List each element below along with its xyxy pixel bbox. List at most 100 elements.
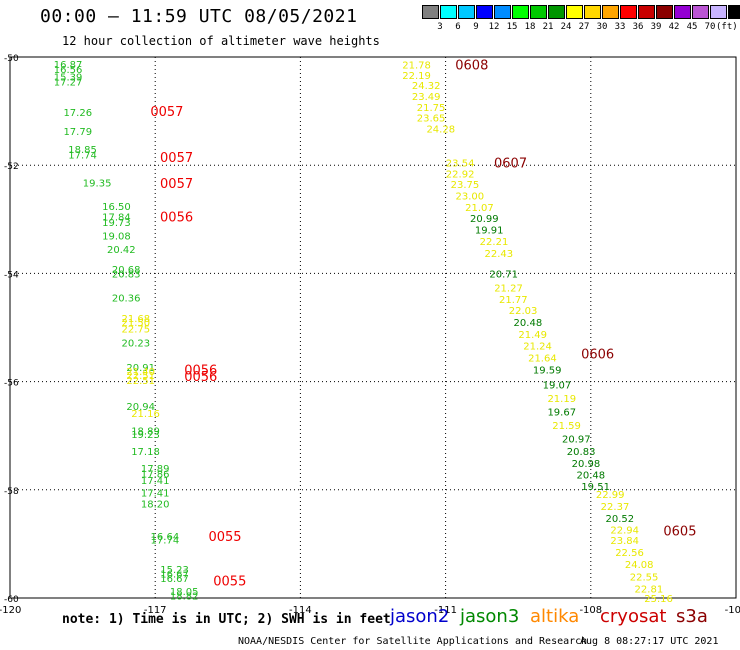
color-scale-swatch	[458, 5, 475, 19]
color-scale-swatch	[566, 5, 583, 19]
color-scale-bar	[422, 5, 740, 19]
color-scale-swatch	[548, 5, 565, 19]
wave-height-label: 21.07	[465, 203, 494, 214]
wave-height-label: 22.37	[601, 502, 630, 513]
wave-height-label: 21.16	[131, 409, 160, 420]
color-scale-swatch	[656, 5, 673, 19]
wave-height-label: 20.42	[107, 245, 136, 256]
color-scale-label: 42	[668, 22, 680, 32]
color-scale-label: 39	[650, 22, 662, 32]
wave-height-label: 19.08	[102, 232, 131, 243]
legend-item-altika: altika	[530, 606, 580, 627]
pass-time-label: 0057	[150, 105, 183, 120]
wave-height-label: 18.82	[170, 591, 199, 602]
color-scale-unit: (ft)	[716, 22, 738, 32]
wave-height-label: 20.91	[126, 363, 155, 374]
pass-time-label: 0055	[213, 575, 246, 590]
wave-height-label: 20.94	[126, 402, 155, 413]
wave-height-label: 24.32	[412, 81, 441, 92]
wave-height-label: 16.56	[54, 65, 83, 76]
chart-title: 00:00 – 11:59 UTC 08/05/2021	[40, 6, 358, 27]
legend-item-s3a: s3a	[676, 606, 708, 627]
wave-height-label: 21.64	[528, 353, 557, 364]
color-scale-label: 6	[455, 22, 461, 32]
wave-height-label: 17.18	[131, 447, 160, 458]
pass-time-label: 0607	[494, 156, 527, 171]
y-tick-label: -60	[4, 595, 19, 605]
wave-height-label: 16.50	[102, 202, 131, 213]
wave-height-label: 22.56	[615, 548, 644, 559]
wave-height-label: 20.52	[606, 514, 635, 525]
color-scale-label: 70	[704, 22, 716, 32]
pass-time-label: 0056	[160, 211, 193, 226]
pass-time-label: 0055	[208, 530, 241, 545]
x-tick-label: -114	[289, 605, 312, 616]
pass-time-label: 0057	[160, 177, 193, 192]
wave-height-label: 19.67	[547, 407, 576, 418]
wave-height-label: 22.51	[126, 371, 155, 382]
plot-frame	[9, 56, 737, 599]
wave-height-label: 23.49	[412, 92, 441, 103]
wave-height-label: 17.79	[63, 127, 92, 138]
x-tick-label: -108	[579, 605, 602, 616]
color-scale-label: 18	[524, 22, 536, 32]
wave-height-label: 22.55	[630, 572, 659, 583]
wave-height-label: 22.03	[509, 306, 538, 317]
wave-height-label: 20.23	[122, 339, 151, 350]
wave-height-label: 17.41	[141, 476, 170, 487]
wave-height-label: 17.89	[141, 464, 170, 475]
wave-height-label: 20.97	[562, 434, 591, 445]
color-scale-label: 9	[473, 22, 479, 32]
pass-time-label: 0056	[184, 364, 217, 379]
x-tick-label: -105	[725, 605, 740, 616]
color-scale-label: 27	[578, 22, 590, 32]
wave-height-label: 22.43	[485, 249, 514, 260]
wave-height-label: 21.77	[499, 295, 528, 306]
wave-height-label: 23.75	[451, 180, 480, 191]
wave-height-label: 20.71	[489, 269, 518, 280]
wave-height-label: 17.86	[141, 470, 170, 481]
wave-height-label: 21.75	[417, 103, 446, 114]
color-scale-labels: 3 6 9 12 15 18 21 24 27 30 33 36 39 42 45 70 (ft)	[422, 22, 740, 34]
wave-height-label: 18.20	[141, 499, 170, 510]
wave-height-label: 24.28	[426, 124, 455, 135]
credit-line: NOAA/NESDIS Center for Satellite Applica…	[238, 636, 588, 647]
color-scale-swatch	[692, 5, 709, 19]
y-tick-label: -50	[4, 54, 19, 64]
y-tick-label: -58	[4, 487, 19, 497]
wave-height-label: 17.84	[102, 213, 131, 224]
color-scale-label: 15	[506, 22, 518, 32]
wave-height-label: 19.59	[533, 366, 562, 377]
wave-height-label: 23.65	[417, 114, 446, 125]
wave-height-label: 17.26	[63, 108, 92, 119]
wave-height-label: 21.78	[402, 61, 431, 72]
wave-height-label: 21.27	[494, 283, 523, 294]
color-scale-swatch	[476, 5, 493, 19]
legend-item-cryosat: cryosat	[600, 606, 667, 627]
wave-height-label: 20.48	[514, 318, 543, 329]
wave-height-label: 16.87	[54, 60, 83, 71]
chart-subtitle: 12 hour collection of altimeter wave hei…	[62, 34, 380, 48]
color-scale-swatch	[674, 5, 691, 19]
wave-height-label: 20.36	[112, 294, 141, 305]
color-scale-label: 36	[632, 22, 644, 32]
wave-height-label: 17.27	[54, 77, 83, 88]
color-scale-swatch	[620, 5, 637, 19]
wave-height-label: 19.35	[83, 179, 112, 190]
wave-height-label: 22.92	[446, 169, 475, 180]
y-tick-label: -54	[4, 270, 19, 280]
color-scale-swatch	[584, 5, 601, 19]
wave-height-label: 22.21	[480, 237, 509, 248]
pass-time-label: 0606	[581, 347, 614, 362]
wave-height-label: 19.91	[475, 226, 504, 237]
wave-height-label: 16.64	[151, 532, 180, 543]
wave-height-label: 20.99	[470, 214, 499, 225]
wave-height-label: 19.07	[543, 380, 572, 391]
color-scale-label: 45	[686, 22, 698, 32]
color-scale-swatch	[494, 5, 511, 19]
wave-height-label: 20.83	[567, 447, 596, 458]
color-scale-swatch	[602, 5, 619, 19]
color-scale-swatch	[638, 5, 655, 19]
color-scale-swatch	[512, 5, 529, 19]
